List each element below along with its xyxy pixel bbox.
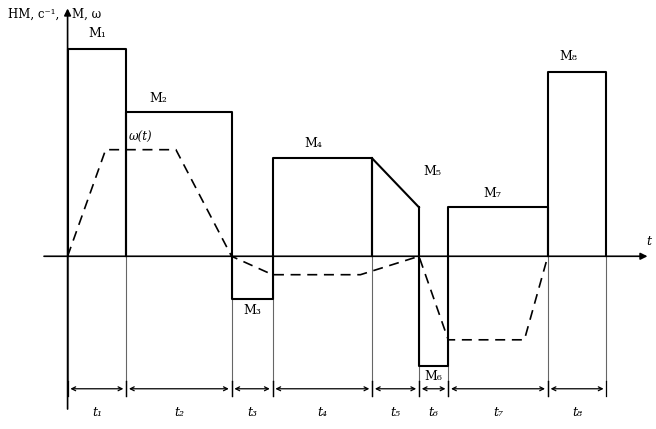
- Text: t₅: t₅: [390, 406, 401, 419]
- Text: M₅: M₅: [424, 166, 441, 178]
- Text: HM, c⁻¹,: HM, c⁻¹,: [8, 7, 59, 21]
- Text: M₃: M₃: [243, 304, 261, 317]
- Text: ω(t): ω(t): [129, 131, 153, 144]
- Text: M₈: M₈: [560, 50, 577, 63]
- Text: M₇: M₇: [483, 187, 501, 200]
- Text: t₄: t₄: [318, 406, 327, 419]
- Text: t₆: t₆: [428, 406, 439, 419]
- Text: t₃: t₃: [247, 406, 257, 419]
- Text: M₆: M₆: [424, 370, 443, 383]
- Text: t₇: t₇: [493, 406, 503, 419]
- Text: M₄: M₄: [304, 137, 323, 150]
- Text: t₈: t₈: [572, 406, 582, 419]
- Text: t₁: t₁: [92, 406, 102, 419]
- Text: t₂: t₂: [174, 406, 184, 419]
- Text: t: t: [646, 235, 651, 248]
- Text: M, ω: M, ω: [72, 7, 102, 21]
- Text: M₁: M₁: [88, 27, 106, 40]
- Text: M₂: M₂: [150, 92, 167, 106]
